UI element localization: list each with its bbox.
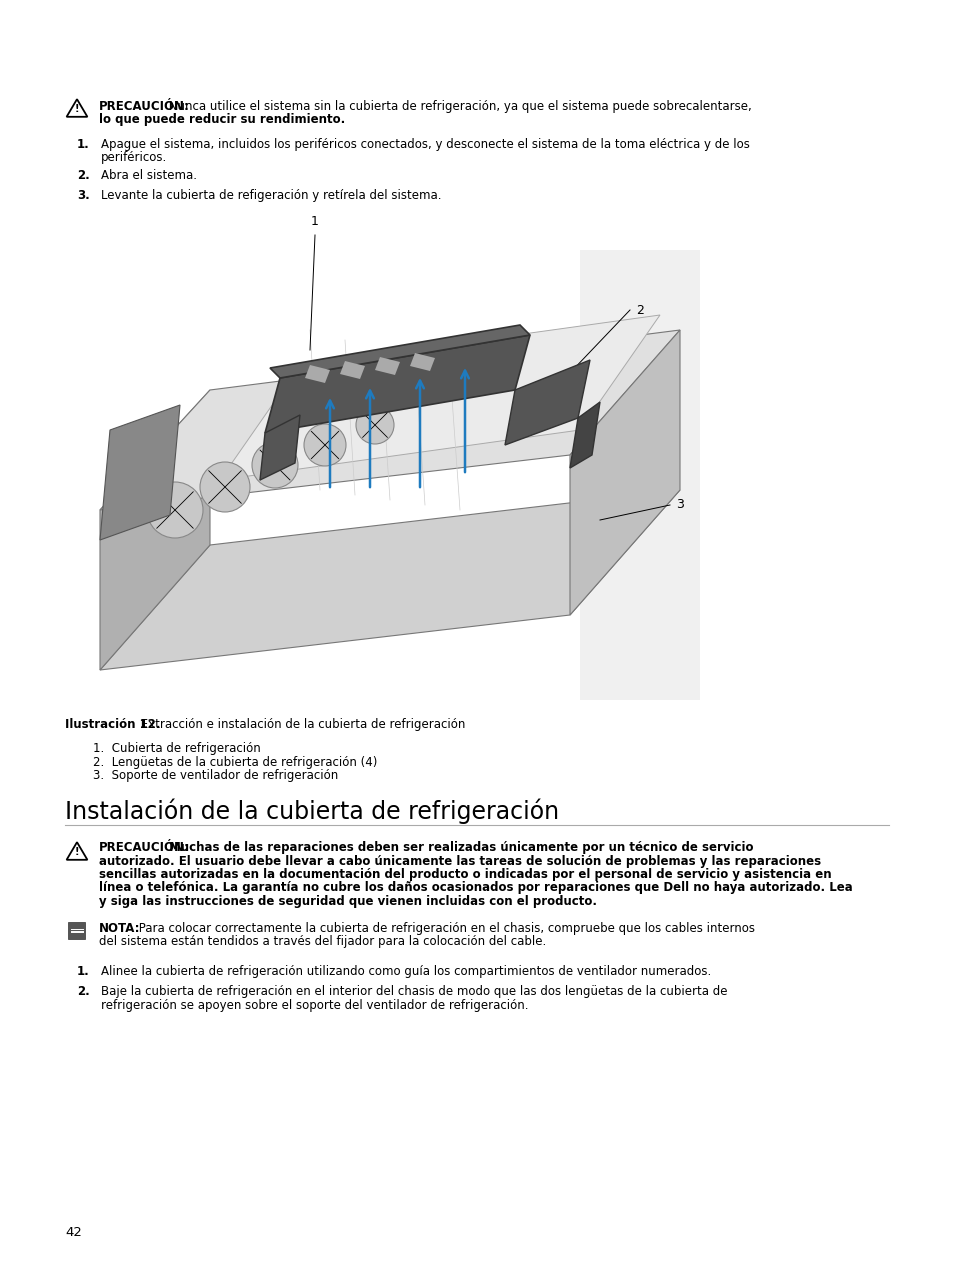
Polygon shape bbox=[100, 391, 210, 670]
Text: Apague el sistema, incluidos los periféricos conectados, y desconecte el sistema: Apague el sistema, incluidos los perifér… bbox=[101, 138, 749, 151]
Text: 3.  Soporte de ventilador de refrigeración: 3. Soporte de ventilador de refrigeració… bbox=[92, 770, 338, 782]
Text: Instalación de la cubierta de refrigeración: Instalación de la cubierta de refrigerac… bbox=[65, 799, 558, 824]
Polygon shape bbox=[265, 335, 530, 432]
Text: Extracción e instalación de la cubierta de refrigeración: Extracción e instalación de la cubierta … bbox=[137, 718, 465, 730]
Circle shape bbox=[200, 462, 250, 512]
Text: Para colocar correctamente la cubierta de refrigeración en el chasis, compruebe : Para colocar correctamente la cubierta d… bbox=[135, 922, 754, 935]
Polygon shape bbox=[569, 330, 679, 615]
Text: 2.: 2. bbox=[77, 169, 90, 181]
Text: 2: 2 bbox=[636, 303, 643, 317]
Polygon shape bbox=[410, 353, 435, 372]
Polygon shape bbox=[569, 402, 599, 468]
Polygon shape bbox=[100, 404, 180, 540]
Text: !: ! bbox=[74, 104, 79, 114]
Text: PRECAUCIÓN:: PRECAUCIÓN: bbox=[99, 100, 190, 113]
Text: Levante la cubierta de refigeración y retírela del sistema.: Levante la cubierta de refigeración y re… bbox=[101, 189, 441, 202]
Text: 2.: 2. bbox=[77, 985, 90, 998]
Bar bbox=[69, 922, 86, 940]
Polygon shape bbox=[305, 365, 330, 383]
Text: 1: 1 bbox=[311, 216, 318, 228]
Text: y siga las instrucciones de seguridad que vienen incluidas con el producto.: y siga las instrucciones de seguridad qu… bbox=[99, 895, 597, 908]
Text: línea o telefónica. La garantía no cubre los daños ocasionados por reparaciones : línea o telefónica. La garantía no cubre… bbox=[99, 881, 852, 894]
Text: refrigeración se apoyen sobre el soporte del ventilador de refrigeración.: refrigeración se apoyen sobre el soporte… bbox=[101, 999, 528, 1012]
Text: 1.: 1. bbox=[77, 965, 90, 978]
Text: lo que puede reducir su rendimiento.: lo que puede reducir su rendimiento. bbox=[99, 114, 345, 127]
Text: Ilustración 12.: Ilustración 12. bbox=[65, 718, 160, 730]
Text: Abra el sistema.: Abra el sistema. bbox=[101, 169, 196, 181]
Text: del sistema están tendidos a través del fijador para la colocación del cable.: del sistema están tendidos a través del … bbox=[99, 936, 546, 948]
Text: autorizado. El usuario debe llevar a cabo únicamente las tareas de solución de p: autorizado. El usuario debe llevar a cab… bbox=[99, 855, 821, 867]
Polygon shape bbox=[220, 314, 659, 481]
Text: Baje la cubierta de refrigeración en el interior del chasis de modo que las dos : Baje la cubierta de refrigeración en el … bbox=[101, 985, 727, 998]
Text: 2.  Lengüetas de la cubierta de refrigeración (4): 2. Lengüetas de la cubierta de refrigera… bbox=[92, 756, 377, 768]
Text: Nunca utilice el sistema sin la cubierta de refrigeración, ya que el sistema pue: Nunca utilice el sistema sin la cubierta… bbox=[165, 100, 751, 113]
Polygon shape bbox=[270, 325, 530, 378]
Circle shape bbox=[304, 424, 346, 467]
Polygon shape bbox=[504, 360, 589, 445]
Text: Muchas de las reparaciones deben ser realizadas únicamente por un técnico de ser: Muchas de las reparaciones deben ser rea… bbox=[165, 841, 753, 855]
Circle shape bbox=[147, 482, 203, 538]
Text: sencillas autorizadas en la documentación del producto o indicadas por el person: sencillas autorizadas en la documentació… bbox=[99, 869, 831, 881]
Polygon shape bbox=[260, 415, 299, 481]
Polygon shape bbox=[100, 330, 679, 510]
Bar bbox=[579, 250, 700, 700]
Text: NOTA:: NOTA: bbox=[99, 922, 140, 935]
Polygon shape bbox=[339, 361, 365, 379]
Text: 1.: 1. bbox=[77, 138, 90, 151]
Text: periféricos.: periféricos. bbox=[101, 151, 167, 165]
Text: Alinee la cubierta de refrigeración utilizando como guía los compartimientos de : Alinee la cubierta de refrigeración util… bbox=[101, 965, 711, 978]
Text: 3: 3 bbox=[676, 498, 683, 511]
Polygon shape bbox=[100, 489, 679, 670]
Polygon shape bbox=[67, 99, 88, 117]
Polygon shape bbox=[375, 358, 399, 375]
Circle shape bbox=[252, 443, 297, 488]
Polygon shape bbox=[67, 842, 88, 860]
Circle shape bbox=[355, 406, 394, 444]
Text: PRECAUCIÓN:: PRECAUCIÓN: bbox=[99, 841, 190, 855]
Text: 1.  Cubierta de refrigeración: 1. Cubierta de refrigeración bbox=[92, 742, 260, 756]
Text: !: ! bbox=[74, 847, 79, 857]
Text: 3.: 3. bbox=[77, 189, 90, 202]
Text: 42: 42 bbox=[65, 1226, 82, 1239]
